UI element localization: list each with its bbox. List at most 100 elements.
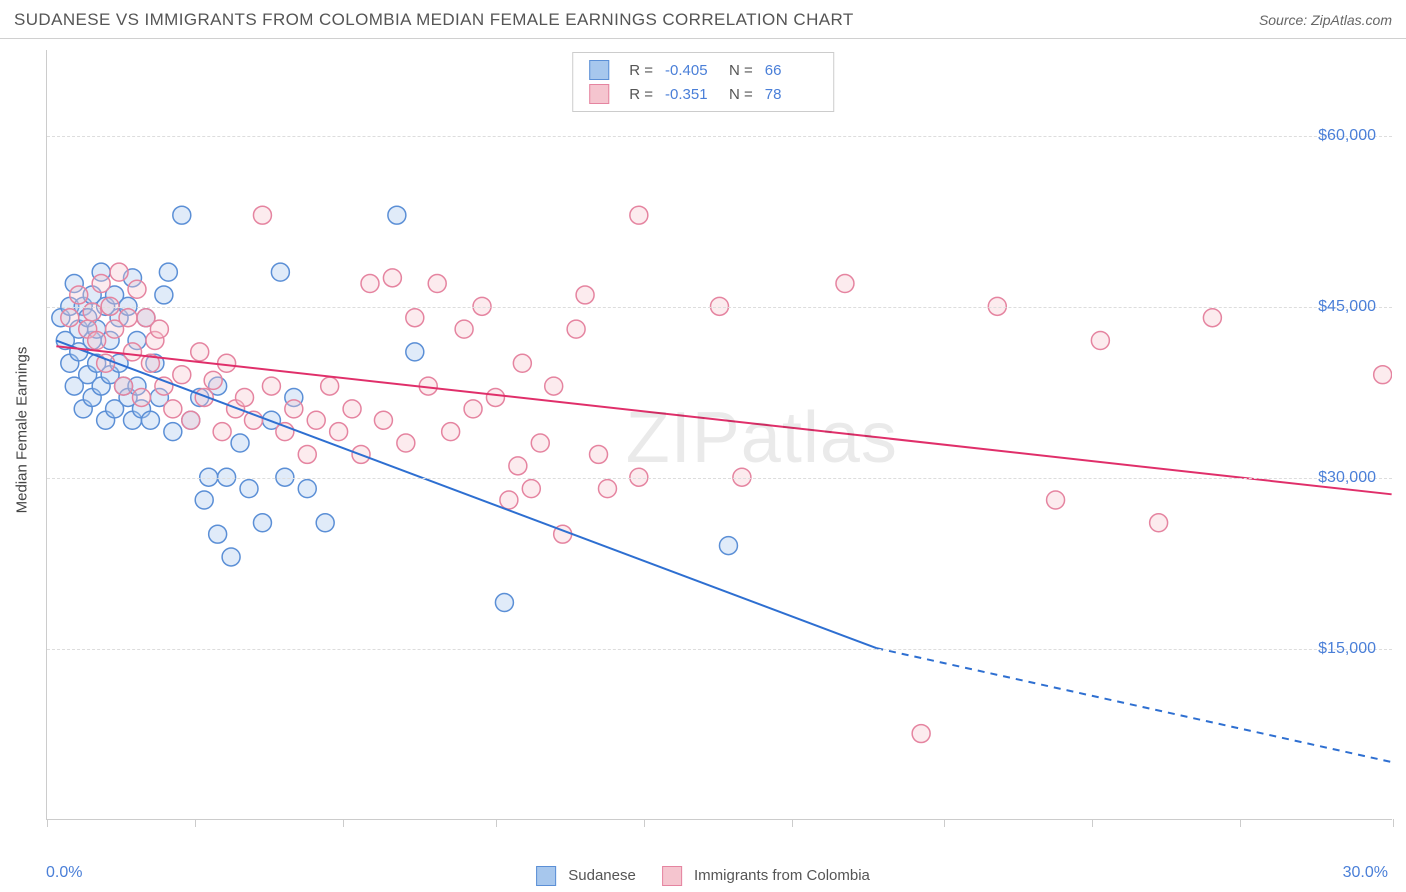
scatter-point (1150, 514, 1168, 532)
scatter-point (70, 343, 88, 361)
x-min-label: 0.0% (46, 864, 82, 882)
gridline-h (47, 649, 1392, 650)
scatter-point (106, 400, 124, 418)
scatter-point (352, 445, 370, 463)
scatter-point (115, 377, 133, 395)
x-max-label: 30.0% (1343, 864, 1388, 882)
scatter-point (70, 286, 88, 304)
scatter-point (146, 332, 164, 350)
scatter-point (92, 263, 110, 281)
stats-row-0: R = -0.405 N = 66 (589, 58, 817, 82)
legend-item-1: Immigrants from Colombia (662, 866, 870, 886)
x-tick (47, 819, 48, 827)
gridline-h (47, 478, 1392, 479)
scatter-point (106, 320, 124, 338)
x-tick (1393, 819, 1394, 827)
scatter-point (428, 275, 446, 293)
r-value-1: -0.351 (665, 86, 717, 103)
scatter-point (79, 309, 97, 327)
scatter-point (101, 332, 119, 350)
scatter-point (110, 309, 128, 327)
x-tick (644, 819, 645, 827)
scatter-point (191, 343, 209, 361)
scatter-point (455, 320, 473, 338)
scatter-point (262, 411, 280, 429)
scatter-point (79, 320, 97, 338)
scatter-point (218, 354, 236, 372)
scatter-point (83, 286, 101, 304)
chart-header: SUDANESE VS IMMIGRANTS FROM COLOMBIA MED… (0, 0, 1406, 39)
legend-swatch-1 (662, 866, 682, 886)
x-tick (343, 819, 344, 827)
r-label-1: R = (629, 86, 653, 103)
scatter-point (545, 377, 563, 395)
stats-swatch-0 (589, 60, 609, 80)
scatter-point (513, 354, 531, 372)
scatter-point (70, 320, 88, 338)
scatter-point (159, 263, 177, 281)
x-tick (496, 819, 497, 827)
scatter-point (88, 354, 106, 372)
scatter-point (209, 377, 227, 395)
legend-label-0: Sudanese (568, 867, 636, 884)
x-tick (195, 819, 196, 827)
scatter-point (195, 388, 213, 406)
y-tick-label: $45,000 (1318, 298, 1376, 316)
scatter-point (397, 434, 415, 452)
scatter-point (464, 400, 482, 418)
scatter-point (495, 594, 513, 612)
scatter-point (106, 286, 124, 304)
x-tick (1240, 819, 1241, 827)
scatter-point (74, 400, 92, 418)
scatter-point (285, 400, 303, 418)
scatter-point (173, 366, 191, 384)
scatter-point (307, 411, 325, 429)
trend-line (56, 346, 1391, 494)
scatter-point (330, 423, 348, 441)
scatter-point (146, 354, 164, 372)
chart-plot-area: $15,000$30,000$45,000$60,000ZIPatlas (46, 50, 1392, 820)
scatter-point (92, 275, 110, 293)
scatter-point (912, 725, 930, 743)
scatter-point (567, 320, 585, 338)
scatter-point (150, 320, 168, 338)
scatter-point (150, 388, 168, 406)
r-value-0: -0.405 (665, 62, 717, 79)
scatter-point (124, 269, 142, 287)
stats-swatch-1 (589, 84, 609, 104)
n-label-0: N = (729, 62, 753, 79)
scatter-point (128, 332, 146, 350)
n-value-0: 66 (765, 62, 817, 79)
scatter-point (231, 434, 249, 452)
scatter-point (204, 371, 222, 389)
scatter-point (110, 354, 128, 372)
scatter-point (321, 377, 339, 395)
gridline-h (47, 307, 1392, 308)
scatter-point (65, 275, 83, 293)
scatter-point (245, 411, 263, 429)
watermark-text: ZIPatlas (626, 397, 898, 479)
scatter-point (209, 525, 227, 543)
scatter-point (1203, 309, 1221, 327)
scatter-point (374, 411, 392, 429)
scatter-point (97, 411, 115, 429)
scatter-point (262, 377, 280, 395)
scatter-point (115, 377, 133, 395)
scatter-point (222, 548, 240, 566)
scatter-point (119, 388, 137, 406)
scatter-point (155, 377, 173, 395)
scatter-point (419, 377, 437, 395)
scatter-point (61, 309, 79, 327)
scatter-point (836, 275, 854, 293)
scatter-point (56, 332, 74, 350)
scatter-point (141, 411, 159, 429)
scatter-point (52, 309, 70, 327)
scatter-point (253, 514, 271, 532)
scatter-point (227, 400, 245, 418)
scatter-point (298, 445, 316, 463)
source-attribution: Source: ZipAtlas.com (1259, 12, 1392, 28)
scatter-svg (47, 50, 1392, 819)
scatter-point (164, 423, 182, 441)
scatter-point (88, 320, 106, 338)
y-tick-label: $60,000 (1318, 127, 1376, 145)
